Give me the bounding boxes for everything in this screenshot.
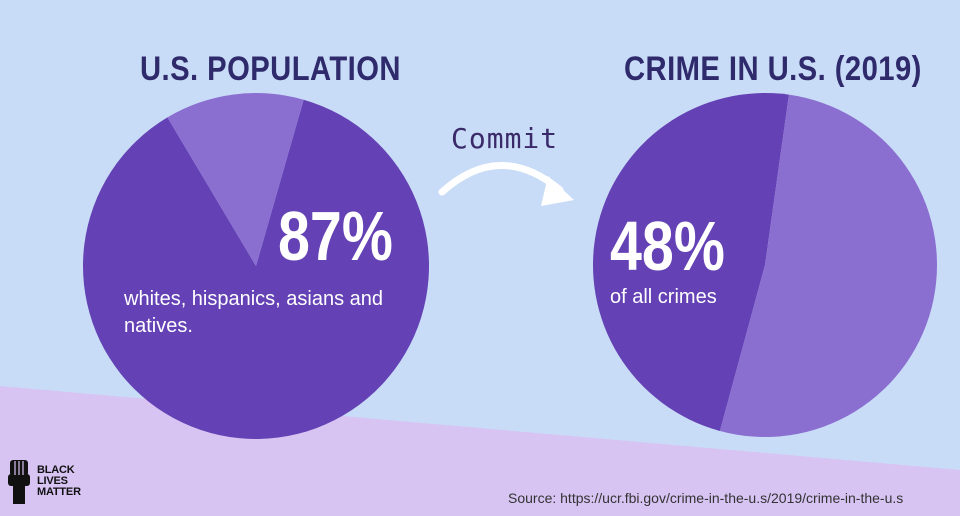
pie-slice-pie-right-0 bbox=[592, 92, 789, 431]
slice-description-crime: of all crimes bbox=[610, 286, 717, 308]
data-label-87-percent: 87% bbox=[278, 197, 393, 275]
chart-title-crime: CRIME IN U.S. (2019) bbox=[624, 50, 922, 88]
pie-crime-2019 bbox=[592, 92, 937, 437]
logo-line-matter: MATTER bbox=[37, 485, 81, 498]
data-label-48-percent: 48% bbox=[610, 207, 725, 285]
pie-slice-pie-right-1 bbox=[719, 94, 937, 437]
slice-description-population: whites, hispanics, asians and natives. bbox=[124, 288, 384, 337]
chart-title-us-population: U.S. POPULATION bbox=[140, 50, 401, 88]
pie-slice-pie-left-1 bbox=[167, 92, 304, 266]
source-citation: Source: https://ucr.fbi.gov/crime-in-the… bbox=[508, 490, 904, 506]
connector-label: Commit bbox=[451, 122, 559, 155]
pie-slice-pie-left-0 bbox=[83, 99, 429, 440]
pie-us-population bbox=[83, 92, 429, 440]
raised-fist-icon bbox=[8, 460, 30, 504]
logo-line-lives: LIVES bbox=[37, 474, 68, 487]
blm-logo: BLACK LIVES MATTER bbox=[4, 458, 81, 504]
arrow-icon bbox=[438, 162, 574, 206]
logo-line-black: BLACK bbox=[37, 463, 75, 476]
